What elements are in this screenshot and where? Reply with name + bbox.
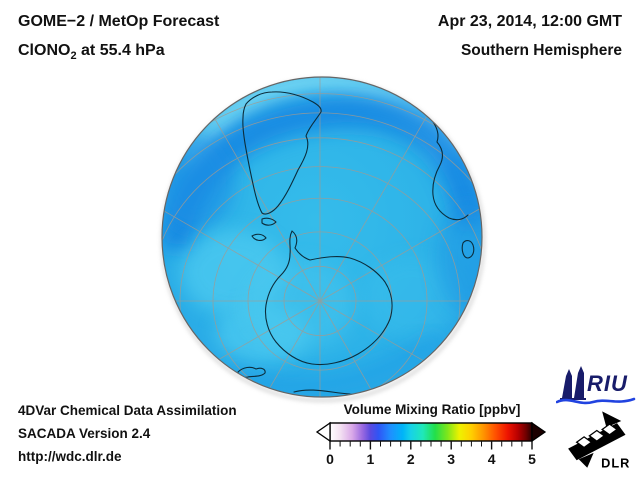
timestamp: Apr 23, 2014, 12:00 GMT	[437, 13, 622, 30]
dlr-swoosh-icon	[568, 411, 626, 468]
globe-limb-edge	[161, 76, 483, 398]
product-title: GOME−2 / MetOp Forecast	[18, 13, 220, 30]
antarctica-coastline	[264, 230, 393, 366]
dlr-logo-text: DLR	[601, 456, 630, 470]
colorbar-left-arrow	[315, 421, 331, 443]
colorbar-tick-4: 4	[487, 451, 496, 467]
title-block: GOME−2 / MetOp Forecast ClONO2 at 55.4 h…	[18, 14, 219, 62]
south-america-coastline	[242, 91, 322, 215]
colorbar-tick-3: 3	[447, 451, 456, 467]
species-level-title: ClONO2 at 55.4 hPa	[18, 43, 219, 62]
colorbar-tick-0: 0	[326, 451, 334, 467]
dlr-logo: DLR	[568, 411, 630, 470]
datetime-block: Apr 23, 2014, 12:00 GMT Southern Hemisph…	[438, 14, 622, 59]
riu-wave-icon	[556, 397, 636, 405]
species-subscript: 2	[70, 50, 77, 62]
colorbar-tick-1: 1	[366, 451, 375, 467]
colorbar-tick-5: 5	[528, 451, 536, 467]
colorbar-ticks	[329, 441, 533, 450]
data-field-shading	[162, 77, 482, 395]
colorbar-tick-2: 2	[406, 451, 415, 467]
colorbar-title: Volume Mixing Ratio [ppbv]	[343, 402, 521, 417]
species-level: at 55.4 hPa	[76, 42, 165, 59]
footer-url: http://wdc.dlr.de	[18, 449, 122, 464]
riu-logo-text: RIU	[587, 371, 628, 396]
colorbar-right-arrow	[531, 421, 547, 443]
hemisphere-label: Southern Hemisphere	[460, 42, 622, 59]
madagascar-coastline	[461, 240, 475, 259]
colorbar-gradient-bar	[329, 422, 533, 442]
riu-logo	[556, 366, 636, 405]
species-name: ClONO	[18, 42, 71, 59]
footer-version: SACADA Version 2.4	[18, 426, 151, 441]
tierra-del-fuego-islands	[251, 217, 277, 241]
riu-cathedral-icon	[560, 366, 586, 400]
footer-assimilation: 4DVar Chemical Data Assimilation	[18, 403, 237, 418]
